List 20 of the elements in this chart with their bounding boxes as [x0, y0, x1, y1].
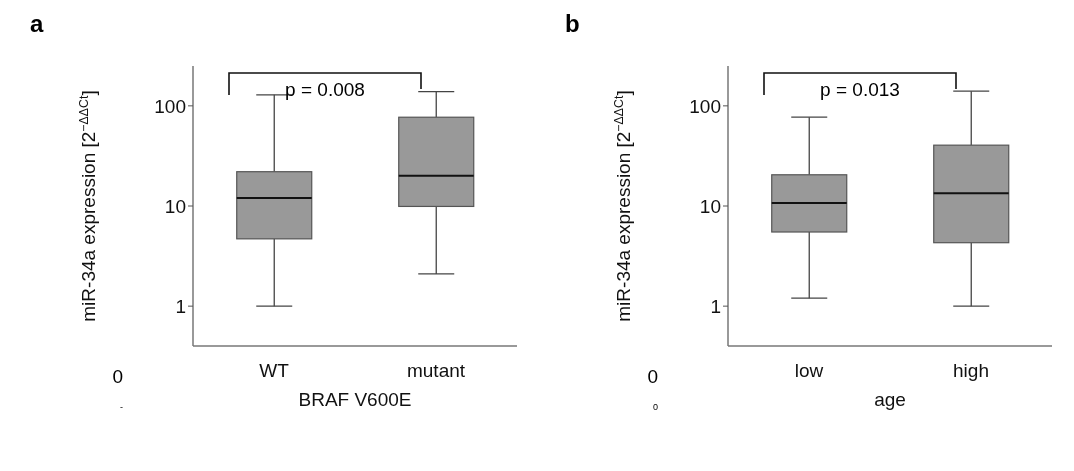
annotation: p = 0.013 [819, 78, 901, 101]
y-tick-label: 1 [710, 295, 721, 317]
text: 0 [111, 365, 123, 388]
text: 0 [652, 402, 658, 412]
y-tick-label: 100 [154, 95, 186, 117]
x-tick-label: high [953, 360, 989, 382]
chart-title: b [565, 10, 580, 38]
annotation: p = 0.008 [284, 79, 366, 101]
x-axis-title: BRAF V600E [298, 389, 412, 410]
text: - [119, 402, 123, 412]
y-tick-label: 1 [175, 295, 186, 317]
x-tick-label: WT [259, 360, 290, 382]
y-tick-label: 10 [699, 195, 721, 217]
x-tick-label: mutant [406, 360, 466, 382]
y-tick-label: 100 [689, 95, 721, 117]
x-axis-title: age [874, 389, 906, 410]
text: 0 [646, 365, 658, 388]
y-tick-label: 10 [164, 195, 186, 217]
chart-title: a [30, 10, 44, 38]
x-tick-label: low [794, 360, 824, 382]
